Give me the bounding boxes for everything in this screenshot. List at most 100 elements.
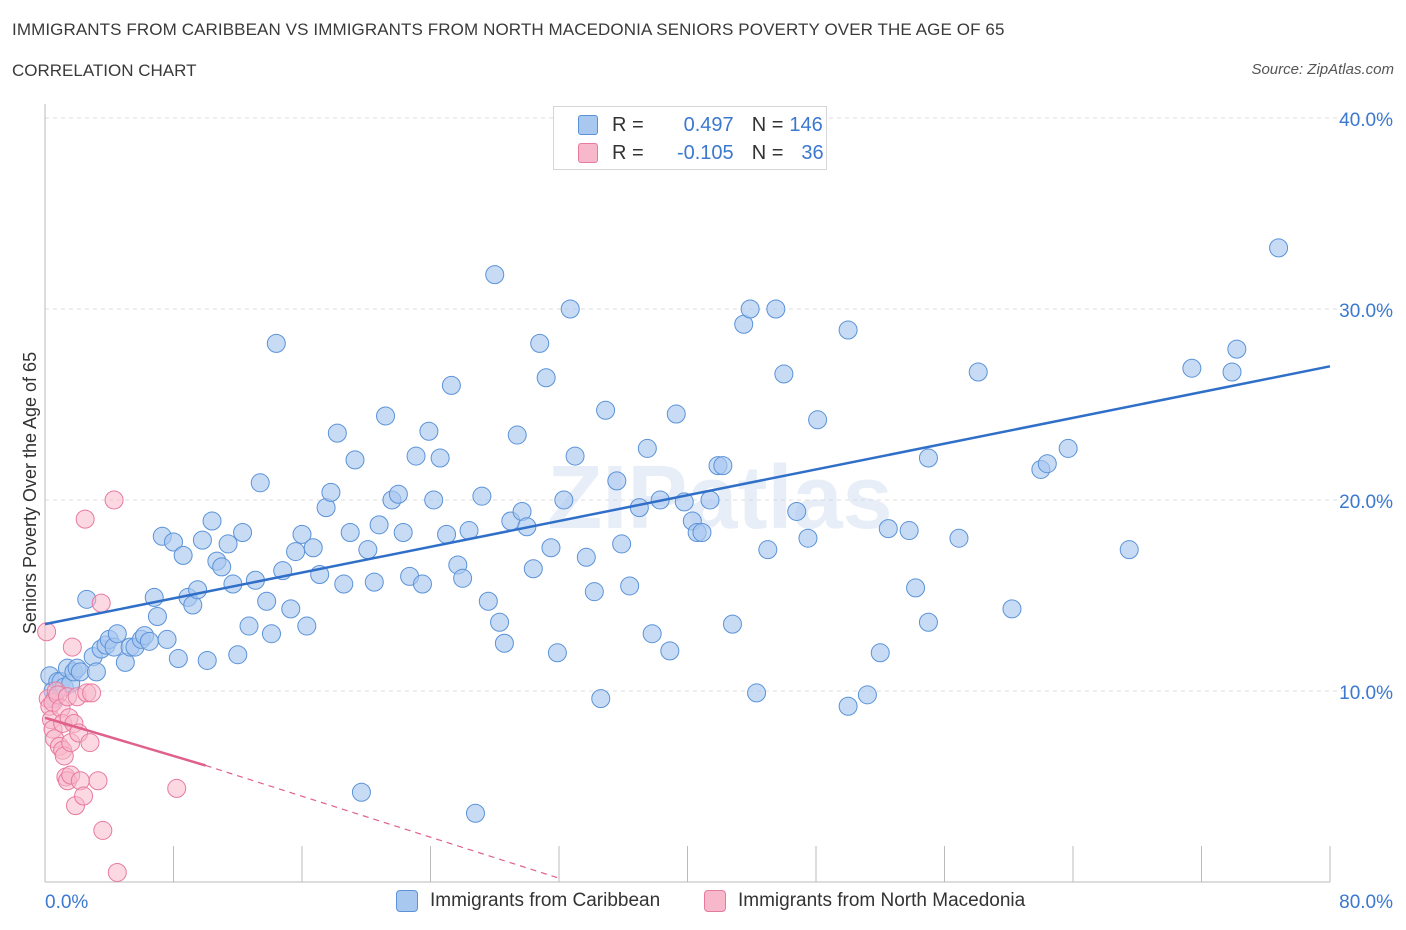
caribbean-point xyxy=(1222,362,1242,382)
caribbean-point xyxy=(147,607,167,627)
caribbean-point xyxy=(808,410,828,430)
y-tick-label: 10.0% xyxy=(1339,683,1393,704)
macedonia-point xyxy=(93,820,113,840)
caribbean-point xyxy=(1227,339,1247,359)
caribbean-point xyxy=(1182,358,1202,378)
macedonia-trend-extension xyxy=(205,764,560,879)
bottom-legend-macedonia: Immigrants from North Macedonia xyxy=(704,890,1025,912)
caribbean-point xyxy=(666,404,686,424)
caribbean-point xyxy=(596,400,616,420)
caribbean-point xyxy=(740,299,760,319)
y-tick-label: 20.0% xyxy=(1339,492,1393,513)
caribbean-point xyxy=(164,532,183,552)
caribbean-n-label: N = xyxy=(751,113,784,136)
caribbean-point xyxy=(758,540,778,560)
caribbean-point xyxy=(292,524,312,544)
caribbean-point xyxy=(722,614,742,634)
macedonia-point xyxy=(107,862,127,882)
macedonia-point xyxy=(62,637,82,657)
caribbean-point xyxy=(565,446,585,466)
caribbean-point xyxy=(774,364,794,384)
caribbean-point xyxy=(388,484,408,504)
caribbean-point xyxy=(157,629,177,649)
stats-legend: R = 0.497 N = 146 R = -0.105 N = 36 xyxy=(553,106,827,170)
caribbean-point xyxy=(523,559,543,579)
caribbean-point xyxy=(86,662,106,682)
macedonia-r-value: -0.105 xyxy=(676,141,734,164)
caribbean-trend-line xyxy=(44,365,1331,626)
caribbean-point xyxy=(1058,438,1078,458)
bottom-macedonia-swatch xyxy=(704,890,726,912)
caribbean-point xyxy=(1002,599,1022,619)
macedonia-point xyxy=(80,733,100,753)
caribbean-point xyxy=(250,473,270,493)
macedonia-point xyxy=(88,771,108,791)
caribbean-point xyxy=(345,450,365,470)
macedonia-points xyxy=(37,490,187,882)
caribbean-point xyxy=(424,490,444,510)
caribbean-point xyxy=(536,368,556,388)
caribbean-point xyxy=(281,599,301,619)
caribbean-point xyxy=(787,501,807,521)
caribbean-point xyxy=(376,406,396,426)
caribbean-point xyxy=(218,534,238,554)
caribbean-point xyxy=(297,616,317,636)
caribbean-point xyxy=(591,689,611,709)
bottom-legend-caribbean: Immigrants from Caribbean xyxy=(396,890,660,912)
caribbean-point xyxy=(478,591,498,611)
caribbean-point xyxy=(188,580,208,600)
macedonia-point xyxy=(91,593,111,613)
bottom-caribbean-label: Immigrants from Caribbean xyxy=(430,890,661,911)
caribbean-point xyxy=(437,524,457,544)
legend-row-caribbean: R = 0.497 N = 146 xyxy=(578,113,823,137)
caribbean-point xyxy=(1037,454,1057,474)
caribbean-point xyxy=(406,446,426,466)
gridlines xyxy=(45,117,1390,692)
macedonia-point xyxy=(74,786,94,806)
caribbean-point xyxy=(747,683,767,703)
caribbean-point xyxy=(692,522,712,542)
caribbean-point xyxy=(620,576,640,596)
caribbean-point xyxy=(637,438,657,458)
y-tick-label: 30.0% xyxy=(1339,301,1393,322)
caribbean-point xyxy=(560,299,580,319)
chart-subtitle: CORRELATION CHART xyxy=(12,61,197,80)
caribbean-point xyxy=(351,782,371,802)
caribbean-point xyxy=(139,631,159,651)
caribbean-point xyxy=(576,547,596,567)
caribbean-r-value: 0.497 xyxy=(683,113,734,136)
caribbean-point xyxy=(233,522,253,542)
caribbean-point xyxy=(547,643,567,663)
caribbean-point xyxy=(321,482,341,502)
caribbean-point xyxy=(629,498,649,518)
caribbean-point xyxy=(334,574,354,594)
caribbean-point xyxy=(1119,540,1139,560)
caribbean-point xyxy=(327,423,347,443)
caribbean-point xyxy=(266,333,286,353)
caribbean-point xyxy=(173,545,193,565)
caribbean-point xyxy=(541,538,561,558)
caribbean-point xyxy=(485,265,505,285)
macedonia-point xyxy=(167,778,187,798)
caribbean-point xyxy=(918,612,938,632)
caribbean-point xyxy=(838,696,858,716)
caribbean-point xyxy=(507,425,527,445)
caribbean-point xyxy=(798,528,818,548)
caribbean-point xyxy=(838,320,858,340)
caribbean-point xyxy=(168,649,188,669)
caribbean-point xyxy=(393,522,413,542)
caribbean-point xyxy=(612,534,632,554)
bottom-caribbean-swatch xyxy=(396,890,418,912)
legend-row-macedonia: R = -0.105 N = 36 xyxy=(578,141,824,165)
chart-source: Source: ZipAtlas.com xyxy=(1251,61,1394,78)
caribbean-point xyxy=(494,633,514,653)
caribbean-point xyxy=(364,572,384,592)
caribbean-point xyxy=(441,375,461,395)
y-axis-label: Seniors Poverty Over the Age of 65 xyxy=(20,352,40,634)
caribbean-point xyxy=(412,574,432,594)
macedonia-r-label: R = xyxy=(612,141,644,164)
caribbean-point xyxy=(713,456,733,476)
caribbean-point xyxy=(607,471,627,491)
caribbean-point xyxy=(465,803,485,823)
caribbean-point xyxy=(303,538,323,558)
